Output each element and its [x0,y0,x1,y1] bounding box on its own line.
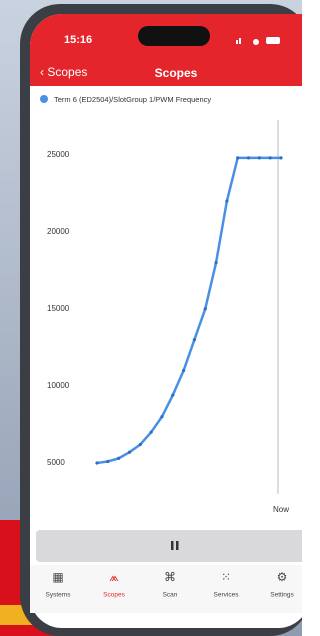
y-tick-label: 15000 [47,304,70,313]
tab-label[interactable]: Services [214,592,240,599]
y-tick-label: 10000 [47,381,70,390]
data-point [225,199,228,202]
screenshot: 15:16 ‹ Scopes Scopes Term 6 (ED2504)/Sl… [0,0,302,636]
data-point [150,431,153,434]
dynamic-island [138,26,210,46]
data-point [117,457,120,460]
data-point [106,460,109,463]
tab-icon[interactable]: ⌘ [164,570,176,584]
pause-bar[interactable] [36,530,302,562]
y-tick-label: 20000 [47,227,70,236]
data-point [269,156,272,159]
y-tick-label: 25000 [47,150,70,159]
data-point [171,394,174,397]
data-point [204,307,207,310]
back-button[interactable]: ‹ Scopes [40,65,87,79]
tab-icon[interactable]: ⁙ [221,570,231,584]
status-time: 15:16 [64,34,92,46]
nav-title: Scopes [155,66,198,80]
data-point [236,156,239,159]
tab-icon[interactable]: ⩕ [109,570,119,584]
tab-label[interactable]: Scan [163,592,178,599]
tab-label[interactable]: Systems [46,592,72,599]
tab-label[interactable]: Settings [270,592,294,599]
data-point [247,156,250,159]
legend-label: Term 6 (ED2504)/SlotGroup 1/PWM Frequenc… [54,95,211,104]
tab-label[interactable]: Scopes [103,592,125,599]
tab-icon[interactable]: ▦ [52,570,63,584]
y-tick-label: 5000 [47,458,65,467]
legend-swatch [40,95,48,103]
data-point [95,461,98,464]
data-point [214,261,217,264]
data-point [139,443,142,446]
x-tick-label: Now [273,505,289,514]
data-point [160,415,163,418]
data-point [279,156,282,159]
data-point [258,156,261,159]
data-point [182,369,185,372]
data-point [128,451,131,454]
tab-icon[interactable]: ⚙ [277,570,288,584]
data-point [193,338,196,341]
back-label[interactable]: Scopes [47,65,87,79]
